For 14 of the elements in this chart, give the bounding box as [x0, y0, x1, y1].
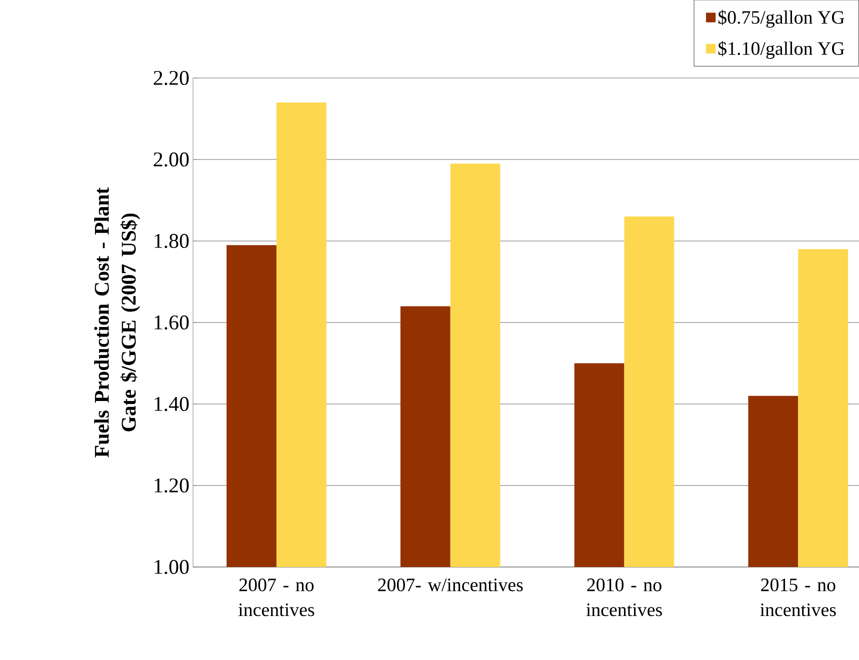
- y-tick-label: 2.00: [154, 152, 189, 167]
- y-tick-label: 2.20: [154, 70, 189, 86]
- y-tick-label: 1.00: [154, 560, 189, 574]
- legend-label: $0.75/gallon YG: [718, 10, 844, 28]
- y-tick-label: 1.20: [154, 478, 189, 493]
- y-tick-label: 1.80: [154, 234, 189, 248]
- x-tick-label: 2007 - no incentives: [238, 578, 314, 616]
- y-tick-label: 1.60: [154, 315, 189, 330]
- x-tick-label: 2015 - no incentives: [760, 578, 836, 616]
- x-tick-label: 2010 - no incentives: [586, 578, 662, 616]
- x-tick-label: 2007- w/incentives: [378, 578, 523, 592]
- y-axis-title: Fuels Production Cost - Plant Gate $/GGE (2007 US$): [94, 187, 140, 458]
- y-tick-label: 1.40: [154, 396, 189, 412]
- legend-label: $1.10/gallon YG: [718, 41, 844, 59]
